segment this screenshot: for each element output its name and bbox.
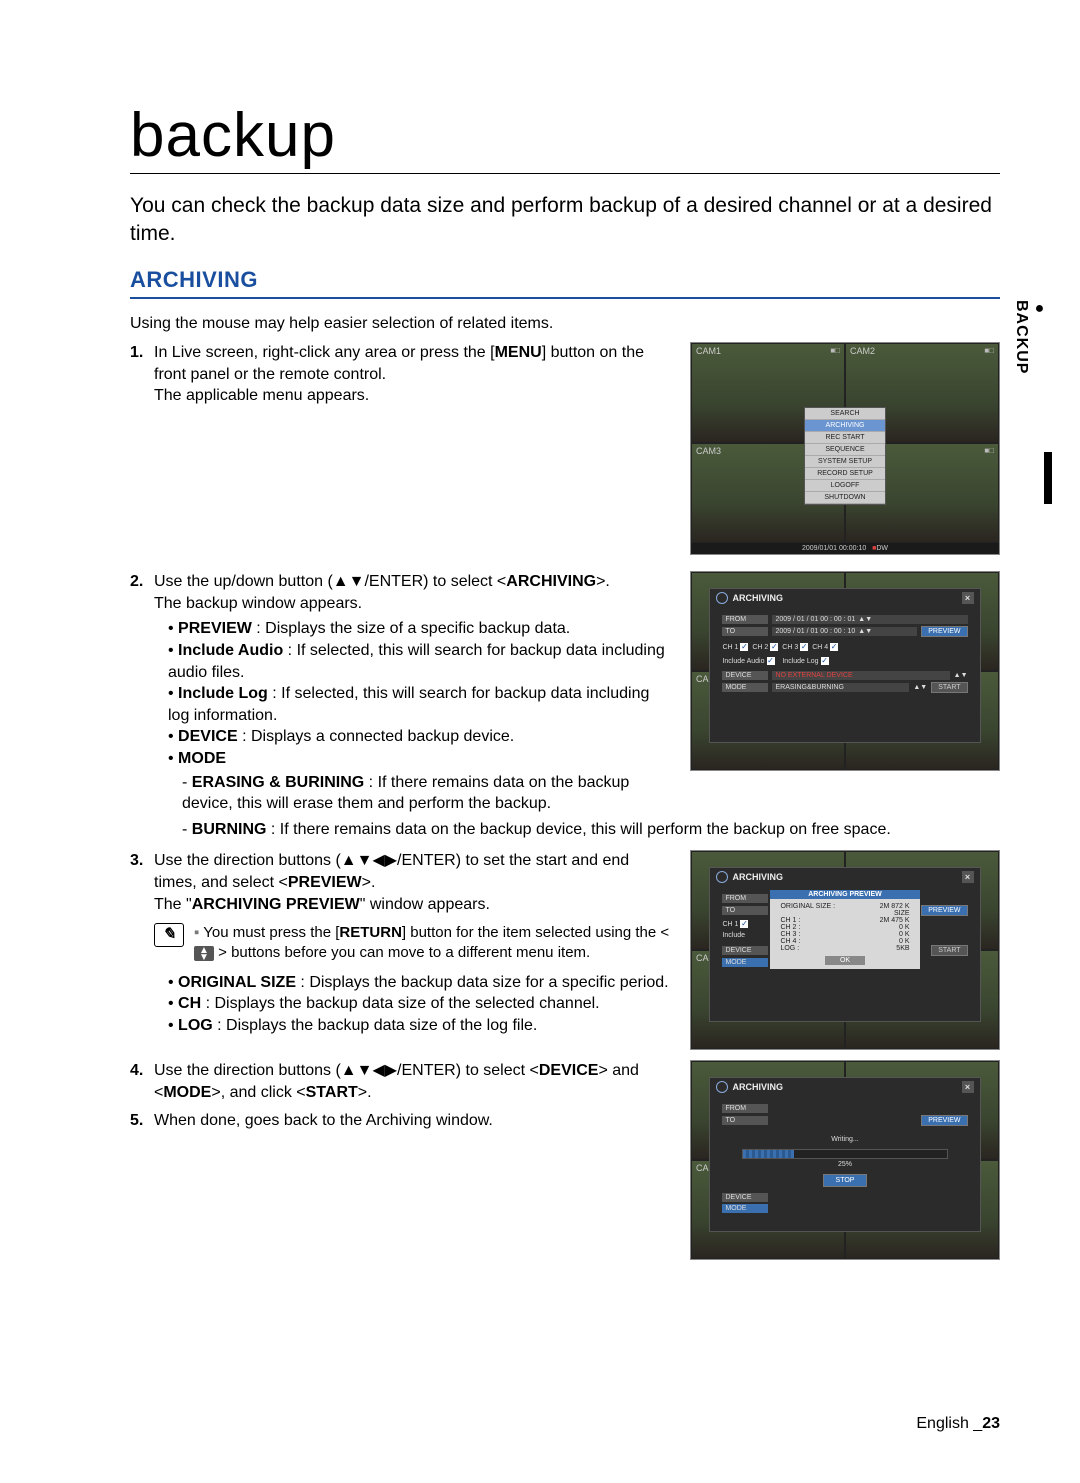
- note-icon: ✎: [154, 923, 184, 947]
- step-5: When done, goes back to the Archiving wi…: [154, 1110, 672, 1132]
- stop-button[interactable]: STOP: [823, 1174, 868, 1187]
- context-menu: SEARCH ARCHIVING REC START SEQUENCE SYST…: [804, 407, 886, 505]
- close-icon[interactable]: ×: [962, 1081, 974, 1093]
- preview-button[interactable]: PREVIEW: [921, 1115, 967, 1126]
- step-3: Use the direction buttons (▲▼◀▶/ENTER) t…: [154, 850, 672, 1036]
- side-tab-marker: [1044, 452, 1052, 504]
- preview-button[interactable]: PREVIEW: [921, 905, 967, 916]
- screenshot-writing-progress: CA ARCHIVING × FROM TO PREVIEW Writing..…: [690, 1060, 1000, 1260]
- intro-text: You can check the backup data size and p…: [130, 192, 1000, 249]
- note-text: You must press the [RETURN] button for t…: [194, 923, 672, 964]
- section-header: ARCHIVING: [130, 267, 1000, 299]
- ok-button[interactable]: OK: [825, 956, 865, 965]
- mouse-tip: Using the mouse may help easier selectio…: [130, 313, 1000, 335]
- step-2: Use the up/down button (▲▼/ENTER) to sel…: [154, 571, 672, 815]
- close-icon[interactable]: ×: [962, 871, 974, 883]
- refresh-icon: [716, 592, 728, 604]
- page-footer: English _23: [916, 1415, 1000, 1433]
- start-button[interactable]: START: [931, 682, 967, 693]
- progress-bar: [742, 1149, 947, 1159]
- screenshot-archiving-preview: CA ARCHIVING × FROM TO PREVIEW CH 1✓ Inc…: [690, 850, 1000, 1050]
- step-4: Use the direction buttons (▲▼◀▶/ENTER) t…: [154, 1060, 672, 1103]
- preview-button[interactable]: PREVIEW: [921, 626, 967, 637]
- step-1: In Live screen, right-click any area or …: [154, 342, 672, 407]
- screenshot-context-menu: CAM1■□ CAM2■□ CAM3■□ ■□ SEARCH ARCHIVING…: [690, 342, 1000, 555]
- screenshot-archiving-dialog: CA ARCHIVING × FROM 2009 / 01 / 01 00 : …: [690, 571, 1000, 771]
- close-icon[interactable]: ×: [962, 592, 974, 604]
- updown-icon: ▲▼: [194, 946, 214, 961]
- start-button[interactable]: START: [931, 945, 967, 956]
- page-title: backup: [130, 100, 1000, 174]
- side-tab: BACKUP: [1012, 300, 1048, 374]
